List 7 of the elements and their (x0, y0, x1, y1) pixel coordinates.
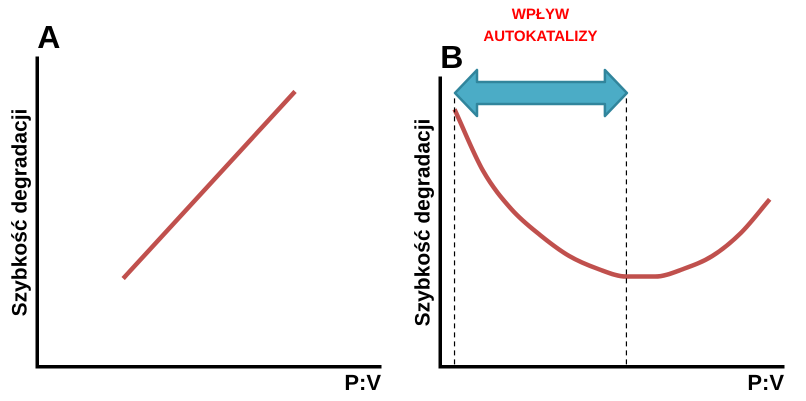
y-axis-title: Szybkość degradacji (411, 118, 434, 326)
x-axis-title: P:V (747, 370, 784, 395)
y-axis-title: Szybkość degradacji (8, 108, 32, 316)
chart-title: A (37, 19, 60, 56)
chart-title: B (440, 39, 464, 76)
x-axis-title: P:V (344, 370, 382, 395)
text: WPŁYW AUTOKATALIZY (483, 6, 598, 45)
